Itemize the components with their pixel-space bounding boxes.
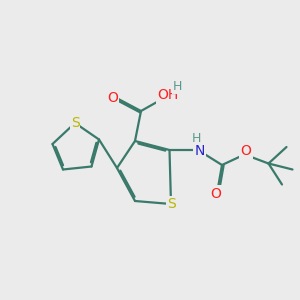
Text: H: H: [192, 132, 201, 145]
Text: O: O: [107, 91, 118, 104]
Text: H: H: [173, 80, 182, 93]
Text: S: S: [70, 116, 80, 130]
Text: OH: OH: [158, 88, 178, 102]
Text: N: N: [194, 144, 205, 158]
Text: O: O: [241, 144, 251, 158]
Text: S: S: [167, 197, 176, 211]
Text: O: O: [211, 187, 221, 200]
